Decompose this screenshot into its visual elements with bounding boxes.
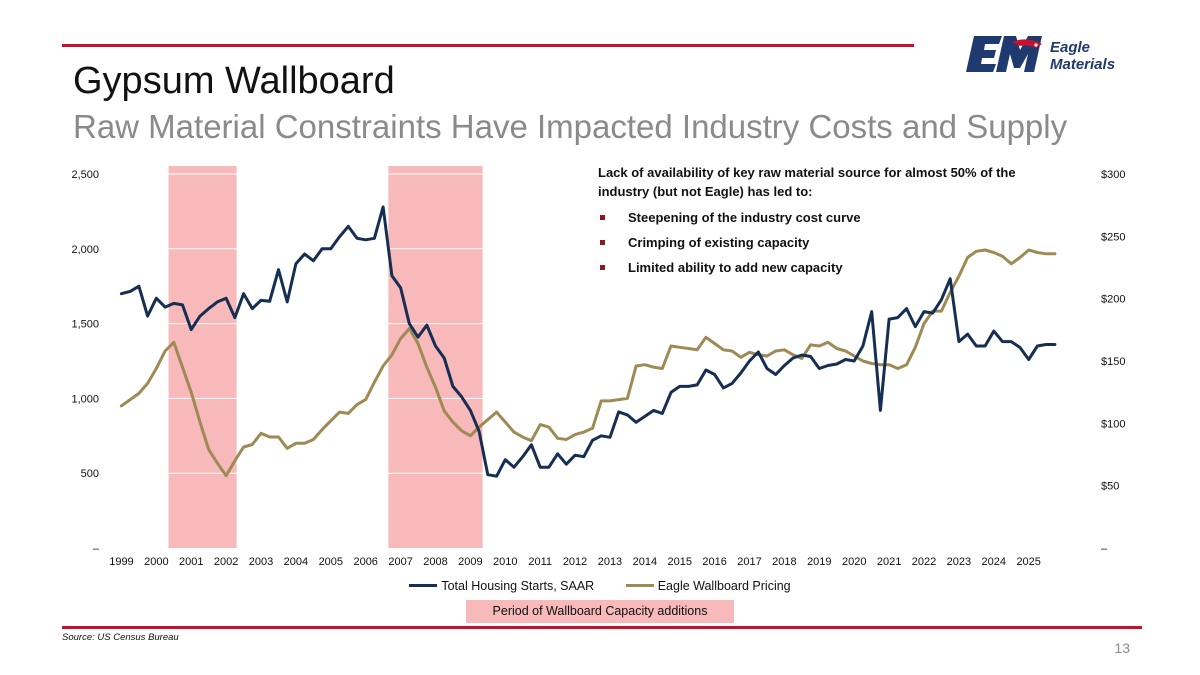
- annotation-bullet-text: Limited ability to add new capacity: [628, 260, 843, 275]
- housing-wallboard-chart: – 500 1,000 1,500 2,000 2,500 – $50 $100 $150 $200…: [71, 166, 1125, 568]
- y-right-tick-label: –: [1101, 543, 1108, 555]
- x-tick-label: 2023: [947, 556, 971, 568]
- bottom-rule: [62, 626, 1142, 629]
- x-tick-label: 2018: [772, 556, 796, 568]
- x-tick-label: 2003: [249, 556, 273, 568]
- y-right-tick-label: $150: [1101, 356, 1125, 368]
- source-note: Source: US Census Bureau: [62, 632, 179, 643]
- x-tick-label: 2001: [179, 556, 203, 568]
- x-tick-label: 2025: [1016, 556, 1040, 568]
- x-tick-label: 2020: [842, 556, 866, 568]
- square-bullet-icon: [600, 265, 605, 270]
- top-rule: [62, 44, 914, 47]
- y-right-tick-label: $50: [1101, 481, 1119, 493]
- x-tick-label: 2022: [912, 556, 936, 568]
- y-left-tick-label: 1,000: [71, 393, 99, 405]
- page-subtitle: Raw Material Constraints Have Impacted I…: [73, 108, 1068, 145]
- x-tick-label: 2006: [353, 556, 377, 568]
- x-tick-label: 1999: [109, 556, 133, 568]
- legend-item-housing: Total Housing Starts, SAAR: [409, 579, 594, 593]
- y-right-tick-label: $200: [1101, 294, 1125, 306]
- x-tick-label: 2009: [458, 556, 482, 568]
- annotation-box: Lack of availability of key raw material…: [598, 163, 1018, 284]
- y-left-tick-label: –: [93, 543, 100, 555]
- y-left-tick-label: 2,000: [71, 244, 99, 256]
- capacity-period-band: [388, 166, 483, 548]
- x-tick-label: 2014: [633, 556, 657, 568]
- x-tick-label: 2011: [528, 556, 552, 568]
- page-number: 13: [1114, 640, 1130, 656]
- y-right-tick-label: $300: [1101, 169, 1125, 181]
- x-tick-label: 2012: [563, 556, 587, 568]
- square-bullet-icon: [600, 240, 605, 245]
- y-right-tick-label: $250: [1101, 231, 1125, 243]
- eagle-materials-logo: Eagle Materials: [966, 36, 1115, 73]
- wallboard-pricing-line: [119, 248, 1057, 478]
- x-tick-label: 2010: [493, 556, 517, 568]
- period-legend-box: Period of Wallboard Capacity additions: [466, 600, 734, 623]
- x-tick-label: 2005: [319, 556, 343, 568]
- x-tick-label: 2002: [214, 556, 238, 568]
- x-tick-label: 2021: [877, 556, 901, 568]
- y-left-tick-label: 2,500: [71, 169, 99, 181]
- logo-word-materials: Materials: [1050, 56, 1115, 73]
- x-tick-label: 2007: [388, 556, 412, 568]
- x-tick-label: 2024: [982, 556, 1006, 568]
- y-right-tick-label: $100: [1101, 418, 1125, 430]
- annotation-bullet: Steepening of the industry cost curve: [598, 209, 1018, 227]
- x-tick-label: 2004: [284, 556, 308, 568]
- page-title: Gypsum Wallboard: [73, 60, 395, 102]
- x-tick-label: 2013: [598, 556, 622, 568]
- y-left-tick-label: 500: [81, 468, 99, 480]
- square-bullet-icon: [600, 215, 605, 220]
- em-emblem: [966, 36, 1042, 72]
- annotation-bullet: Limited ability to add new capacity: [598, 259, 1018, 277]
- x-tick-label: 2008: [423, 556, 447, 568]
- annotation-bullet-list: Steepening of the industry cost curve Cr…: [598, 209, 1018, 277]
- x-tick-label: 2016: [702, 556, 726, 568]
- y-left-tick-label: 1,500: [71, 319, 99, 331]
- x-tick-label: 2000: [144, 556, 168, 568]
- housing-starts-line: [119, 205, 1057, 478]
- chart-legend: Total Housing Starts, SAAR Eagle Wallboa…: [0, 576, 1200, 593]
- x-tick-label: 2017: [737, 556, 761, 568]
- legend-item-pricing: Eagle Wallboard Pricing: [625, 578, 791, 593]
- annotation-bullet-text: Crimping of existing capacity: [628, 235, 810, 250]
- legend-swatch-housing: [409, 584, 438, 587]
- annotation-heading: Lack of availability of key raw material…: [598, 165, 1016, 199]
- legend-label-pricing: Eagle Wallboard Pricing: [657, 578, 791, 593]
- x-tick-label: 2015: [668, 556, 692, 568]
- annotation-bullet: Crimping of existing capacity: [598, 234, 1018, 252]
- legend-swatch-pricing: [625, 584, 654, 587]
- legend-label-housing: Total Housing Starts, SAAR: [441, 578, 595, 593]
- x-tick-label: 2019: [807, 556, 831, 568]
- annotation-bullet-text: Steepening of the industry cost curve: [628, 210, 861, 225]
- logo-word-eagle: Eagle: [1050, 39, 1090, 56]
